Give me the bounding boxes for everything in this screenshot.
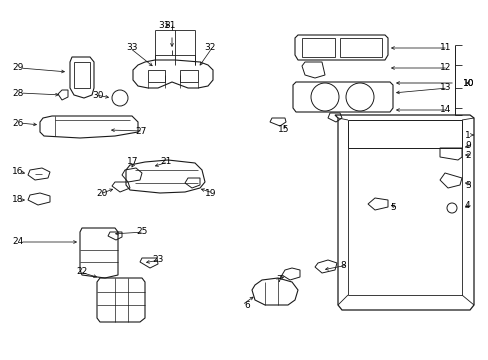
Text: 14: 14 xyxy=(439,105,450,114)
Text: 13: 13 xyxy=(439,84,450,93)
Text: 24: 24 xyxy=(12,238,23,247)
Text: 27: 27 xyxy=(135,126,146,135)
Text: 32: 32 xyxy=(203,44,215,53)
Text: 25: 25 xyxy=(136,228,147,237)
Text: 9: 9 xyxy=(464,140,470,149)
Text: 5: 5 xyxy=(389,203,395,212)
Text: 31: 31 xyxy=(158,21,169,30)
Text: 23: 23 xyxy=(152,256,163,265)
Text: 29: 29 xyxy=(12,63,23,72)
Text: 21: 21 xyxy=(160,158,171,166)
Text: 30: 30 xyxy=(92,90,104,99)
Text: 28: 28 xyxy=(12,89,23,98)
Text: 11: 11 xyxy=(439,44,450,53)
Text: 26: 26 xyxy=(12,118,23,127)
Text: 8: 8 xyxy=(339,261,345,270)
Text: 20: 20 xyxy=(97,189,108,198)
Text: 17: 17 xyxy=(127,158,138,166)
Text: 33: 33 xyxy=(126,44,138,53)
Text: 15: 15 xyxy=(278,126,289,135)
Text: 31: 31 xyxy=(164,22,175,31)
Text: 10: 10 xyxy=(462,78,473,87)
Text: 4: 4 xyxy=(464,201,469,210)
Text: 16: 16 xyxy=(12,167,23,176)
Text: 12: 12 xyxy=(439,63,450,72)
Text: 3: 3 xyxy=(464,180,470,189)
Text: 7: 7 xyxy=(276,275,282,284)
Text: 1: 1 xyxy=(464,130,470,139)
Text: 18: 18 xyxy=(12,195,23,204)
Text: 6: 6 xyxy=(244,301,249,310)
Text: 2: 2 xyxy=(464,150,469,159)
Text: 19: 19 xyxy=(204,189,216,198)
Text: 10: 10 xyxy=(462,78,473,87)
Text: 22: 22 xyxy=(77,267,88,276)
